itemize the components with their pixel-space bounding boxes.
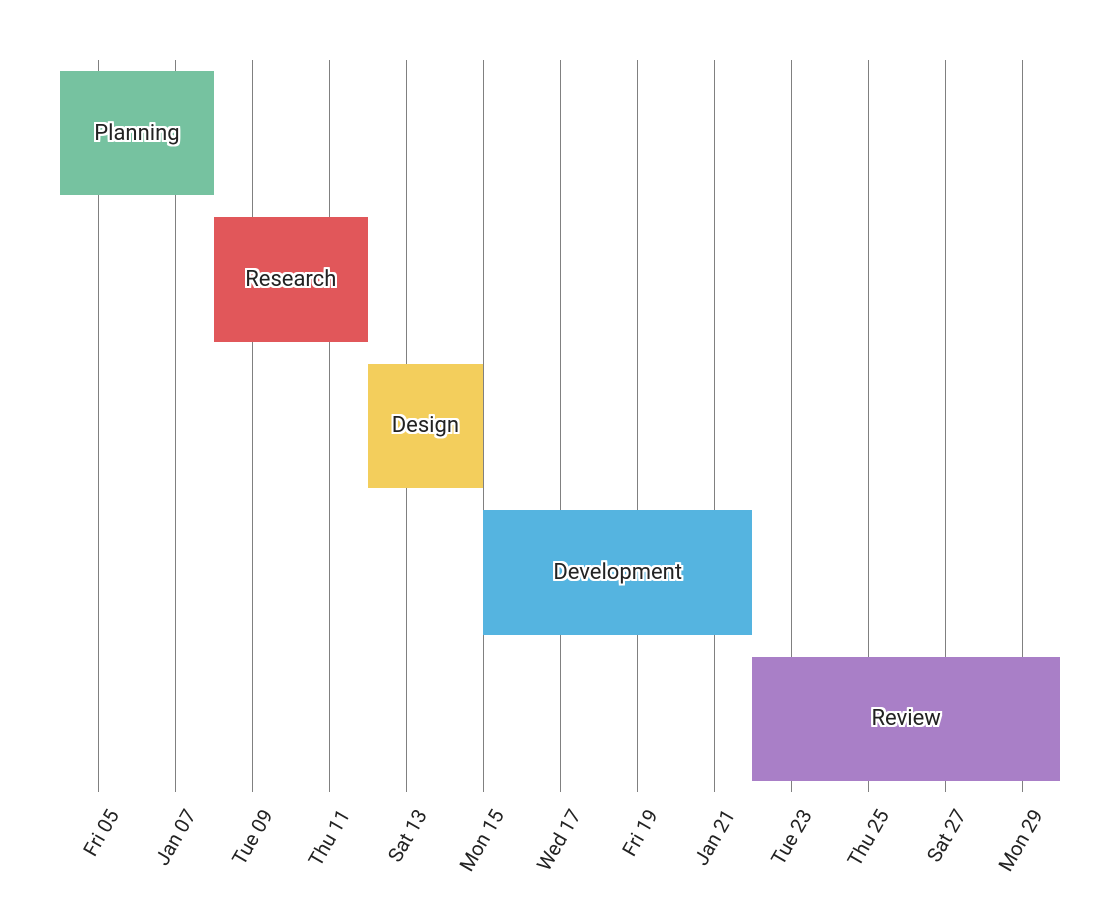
gantt-bar-label: Planning bbox=[94, 121, 179, 146]
x-tick-label: Thu 25 bbox=[842, 805, 893, 870]
gantt-bar: Review bbox=[752, 657, 1060, 781]
gantt-bar: Research bbox=[214, 217, 368, 341]
gridline bbox=[560, 60, 561, 792]
gantt-bar: Planning bbox=[60, 71, 214, 195]
x-tick-label: Sat 13 bbox=[383, 805, 432, 866]
x-tick-label: Tue 09 bbox=[227, 805, 278, 869]
x-tick-label: Thu 11 bbox=[304, 805, 355, 870]
gantt-bar-label: Research bbox=[245, 267, 336, 292]
gantt-bar-label: Design bbox=[392, 413, 459, 438]
x-tick-label: Jan 07 bbox=[150, 805, 201, 869]
x-tick-label: Fri 05 bbox=[79, 805, 125, 860]
gantt-bar: Development bbox=[483, 510, 752, 634]
x-tick-label: Mon 29 bbox=[993, 805, 1047, 875]
x-tick-label: Tue 23 bbox=[766, 805, 817, 869]
gantt-bar-label: Development bbox=[553, 560, 682, 585]
gridline bbox=[483, 60, 484, 792]
gantt-bar: Design bbox=[368, 364, 483, 488]
gantt-chart: Fri 05 Jan 07 Tue 09 Thu 11 Sat 13 Mon 15 Wed … bbox=[0, 0, 1100, 924]
x-tick-label: Fri 19 bbox=[617, 805, 663, 860]
gridline bbox=[252, 60, 253, 792]
x-tick-label: Jan 21 bbox=[689, 805, 740, 869]
gridline bbox=[714, 60, 715, 792]
x-tick-label: Mon 15 bbox=[454, 805, 508, 875]
gridline bbox=[637, 60, 638, 792]
gantt-bar-label: Review bbox=[871, 706, 940, 731]
gridline bbox=[329, 60, 330, 792]
x-tick-label: Wed 17 bbox=[532, 805, 586, 875]
x-tick-label: Sat 27 bbox=[921, 805, 970, 866]
